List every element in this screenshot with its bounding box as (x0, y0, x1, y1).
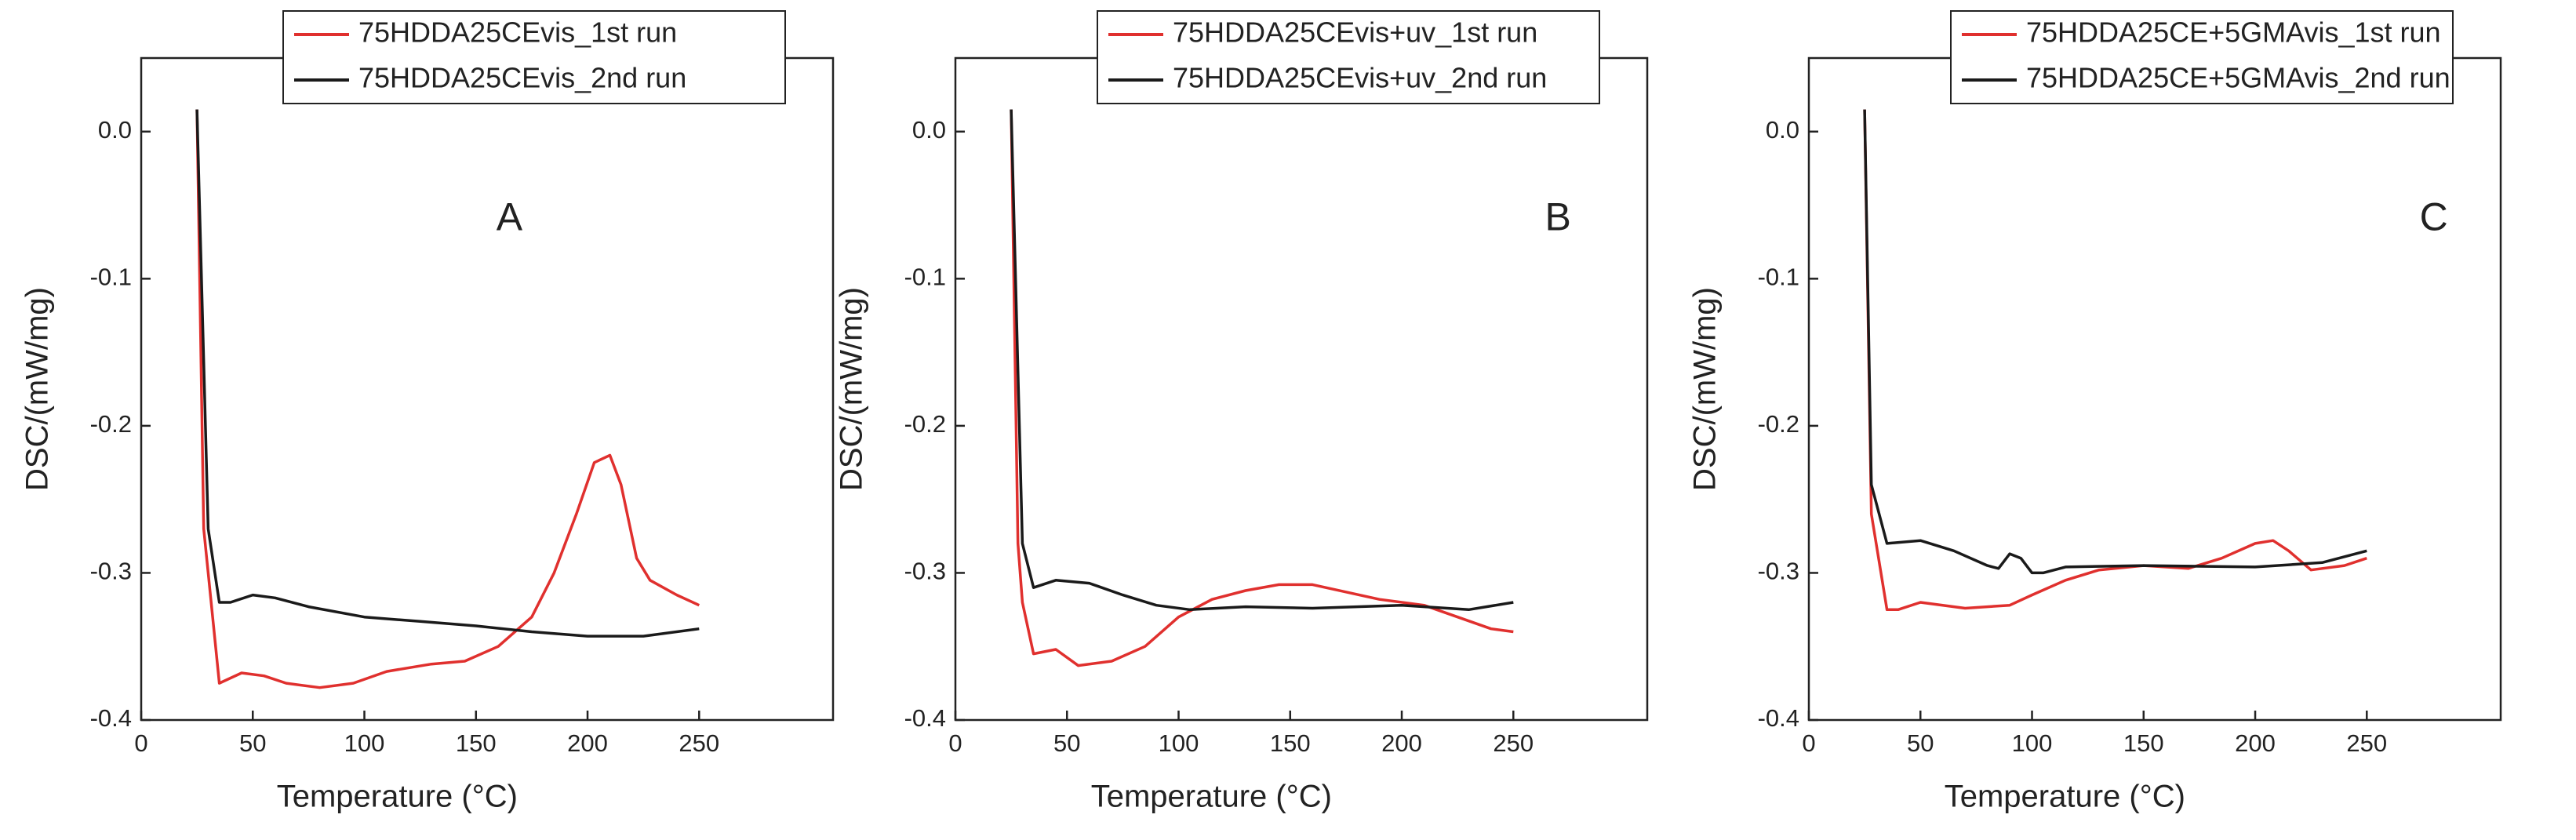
y-tick-label: -0.3 (1758, 558, 1799, 585)
panel-letter: A (497, 195, 523, 239)
y-tick-label: -0.2 (90, 410, 132, 438)
x-axis-label: Temperature (°C) (277, 780, 518, 814)
x-tick-label: 0 (134, 729, 147, 757)
x-tick-label: 250 (679, 729, 719, 757)
y-tick-label: -0.4 (1758, 704, 1799, 732)
y-axis-label: DSC/(mW/mg) (835, 287, 869, 491)
plot-frame (1807, 56, 2502, 722)
x-tick-label: 250 (2346, 729, 2387, 757)
x-tick-label: 200 (1381, 729, 1422, 757)
x-tick-label: 50 (239, 729, 266, 757)
x-tick-label: 200 (2235, 729, 2276, 757)
plot-frame (140, 56, 835, 722)
legend-label: 75HDDA25CEvis+uv_1st run (1173, 16, 1537, 49)
data-line (195, 109, 700, 689)
x-tick-label: 0 (948, 729, 962, 757)
x-tick-label: 50 (1053, 729, 1080, 757)
legend-box (1097, 10, 1600, 104)
y-tick-label: -0.1 (1758, 264, 1799, 291)
x-tick-label: 50 (1907, 729, 1934, 757)
y-tick-label: -0.4 (90, 704, 132, 732)
y-tick-label: -0.1 (904, 264, 946, 291)
panel-letter: B (1545, 195, 1571, 239)
data-line (1010, 109, 1514, 612)
legend-label: 75HDDA25CEvis_1st run (358, 16, 677, 49)
y-axis-label: DSC/(mW/mg) (1688, 287, 1723, 491)
y-tick-label: -0.2 (904, 410, 946, 438)
y-tick-label: -0.2 (1758, 410, 1799, 438)
legend-label: 75HDDA25CEvis+uv_2nd run (1173, 62, 1547, 94)
y-tick-label: -0.3 (904, 558, 946, 585)
legend-label: 75HDDA25CE+5GMAvis_2nd run (2026, 62, 2450, 94)
x-tick-label: 100 (344, 729, 385, 757)
legend-label: 75HDDA25CE+5GMAvis_1st run (2026, 16, 2441, 49)
data-line (1863, 109, 2367, 575)
x-axis-label: Temperature (°C) (1945, 780, 2185, 814)
data-line (1010, 109, 1514, 667)
y-tick-label: 0.0 (98, 116, 132, 144)
x-tick-label: 100 (1159, 729, 1199, 757)
data-line (1863, 109, 2367, 612)
x-tick-label: 250 (1493, 729, 1534, 757)
x-tick-label: 150 (1270, 729, 1311, 757)
panel: 0 50 100 150 200 250 0.0 -0.1 -0.2 -0.3 -0.4 Temper… (1688, 10, 2502, 814)
legend-box (282, 10, 786, 104)
y-axis-label: DSC/(mW/mg) (20, 287, 55, 491)
x-tick-label: 0 (1802, 729, 1815, 757)
y-tick-label: -0.4 (904, 704, 946, 732)
x-tick-label: 100 (2012, 729, 2053, 757)
y-tick-label: 0.0 (912, 116, 946, 144)
y-tick-label: -0.1 (90, 264, 132, 291)
x-axis-label: Temperature (°C) (1091, 780, 1332, 814)
panel-letter: C (2420, 195, 2448, 239)
data-line (195, 109, 700, 638)
x-tick-label: 150 (2123, 729, 2164, 757)
panel: 0 50 100 150 200 250 0.0 -0.1 -0.2 -0.3 -0.4 Temper… (20, 10, 835, 814)
x-tick-label: 150 (456, 729, 497, 757)
legend-box (1950, 10, 2454, 104)
plot-frame (954, 56, 1649, 722)
y-tick-label: -0.3 (90, 558, 132, 585)
panel: 0 50 100 150 200 250 0.0 -0.1 -0.2 -0.3 -0.4 Temper… (835, 10, 1649, 814)
y-tick-label: 0.0 (1766, 116, 1799, 144)
x-tick-label: 200 (567, 729, 608, 757)
legend-label: 75HDDA25CEvis_2nd run (358, 62, 686, 94)
